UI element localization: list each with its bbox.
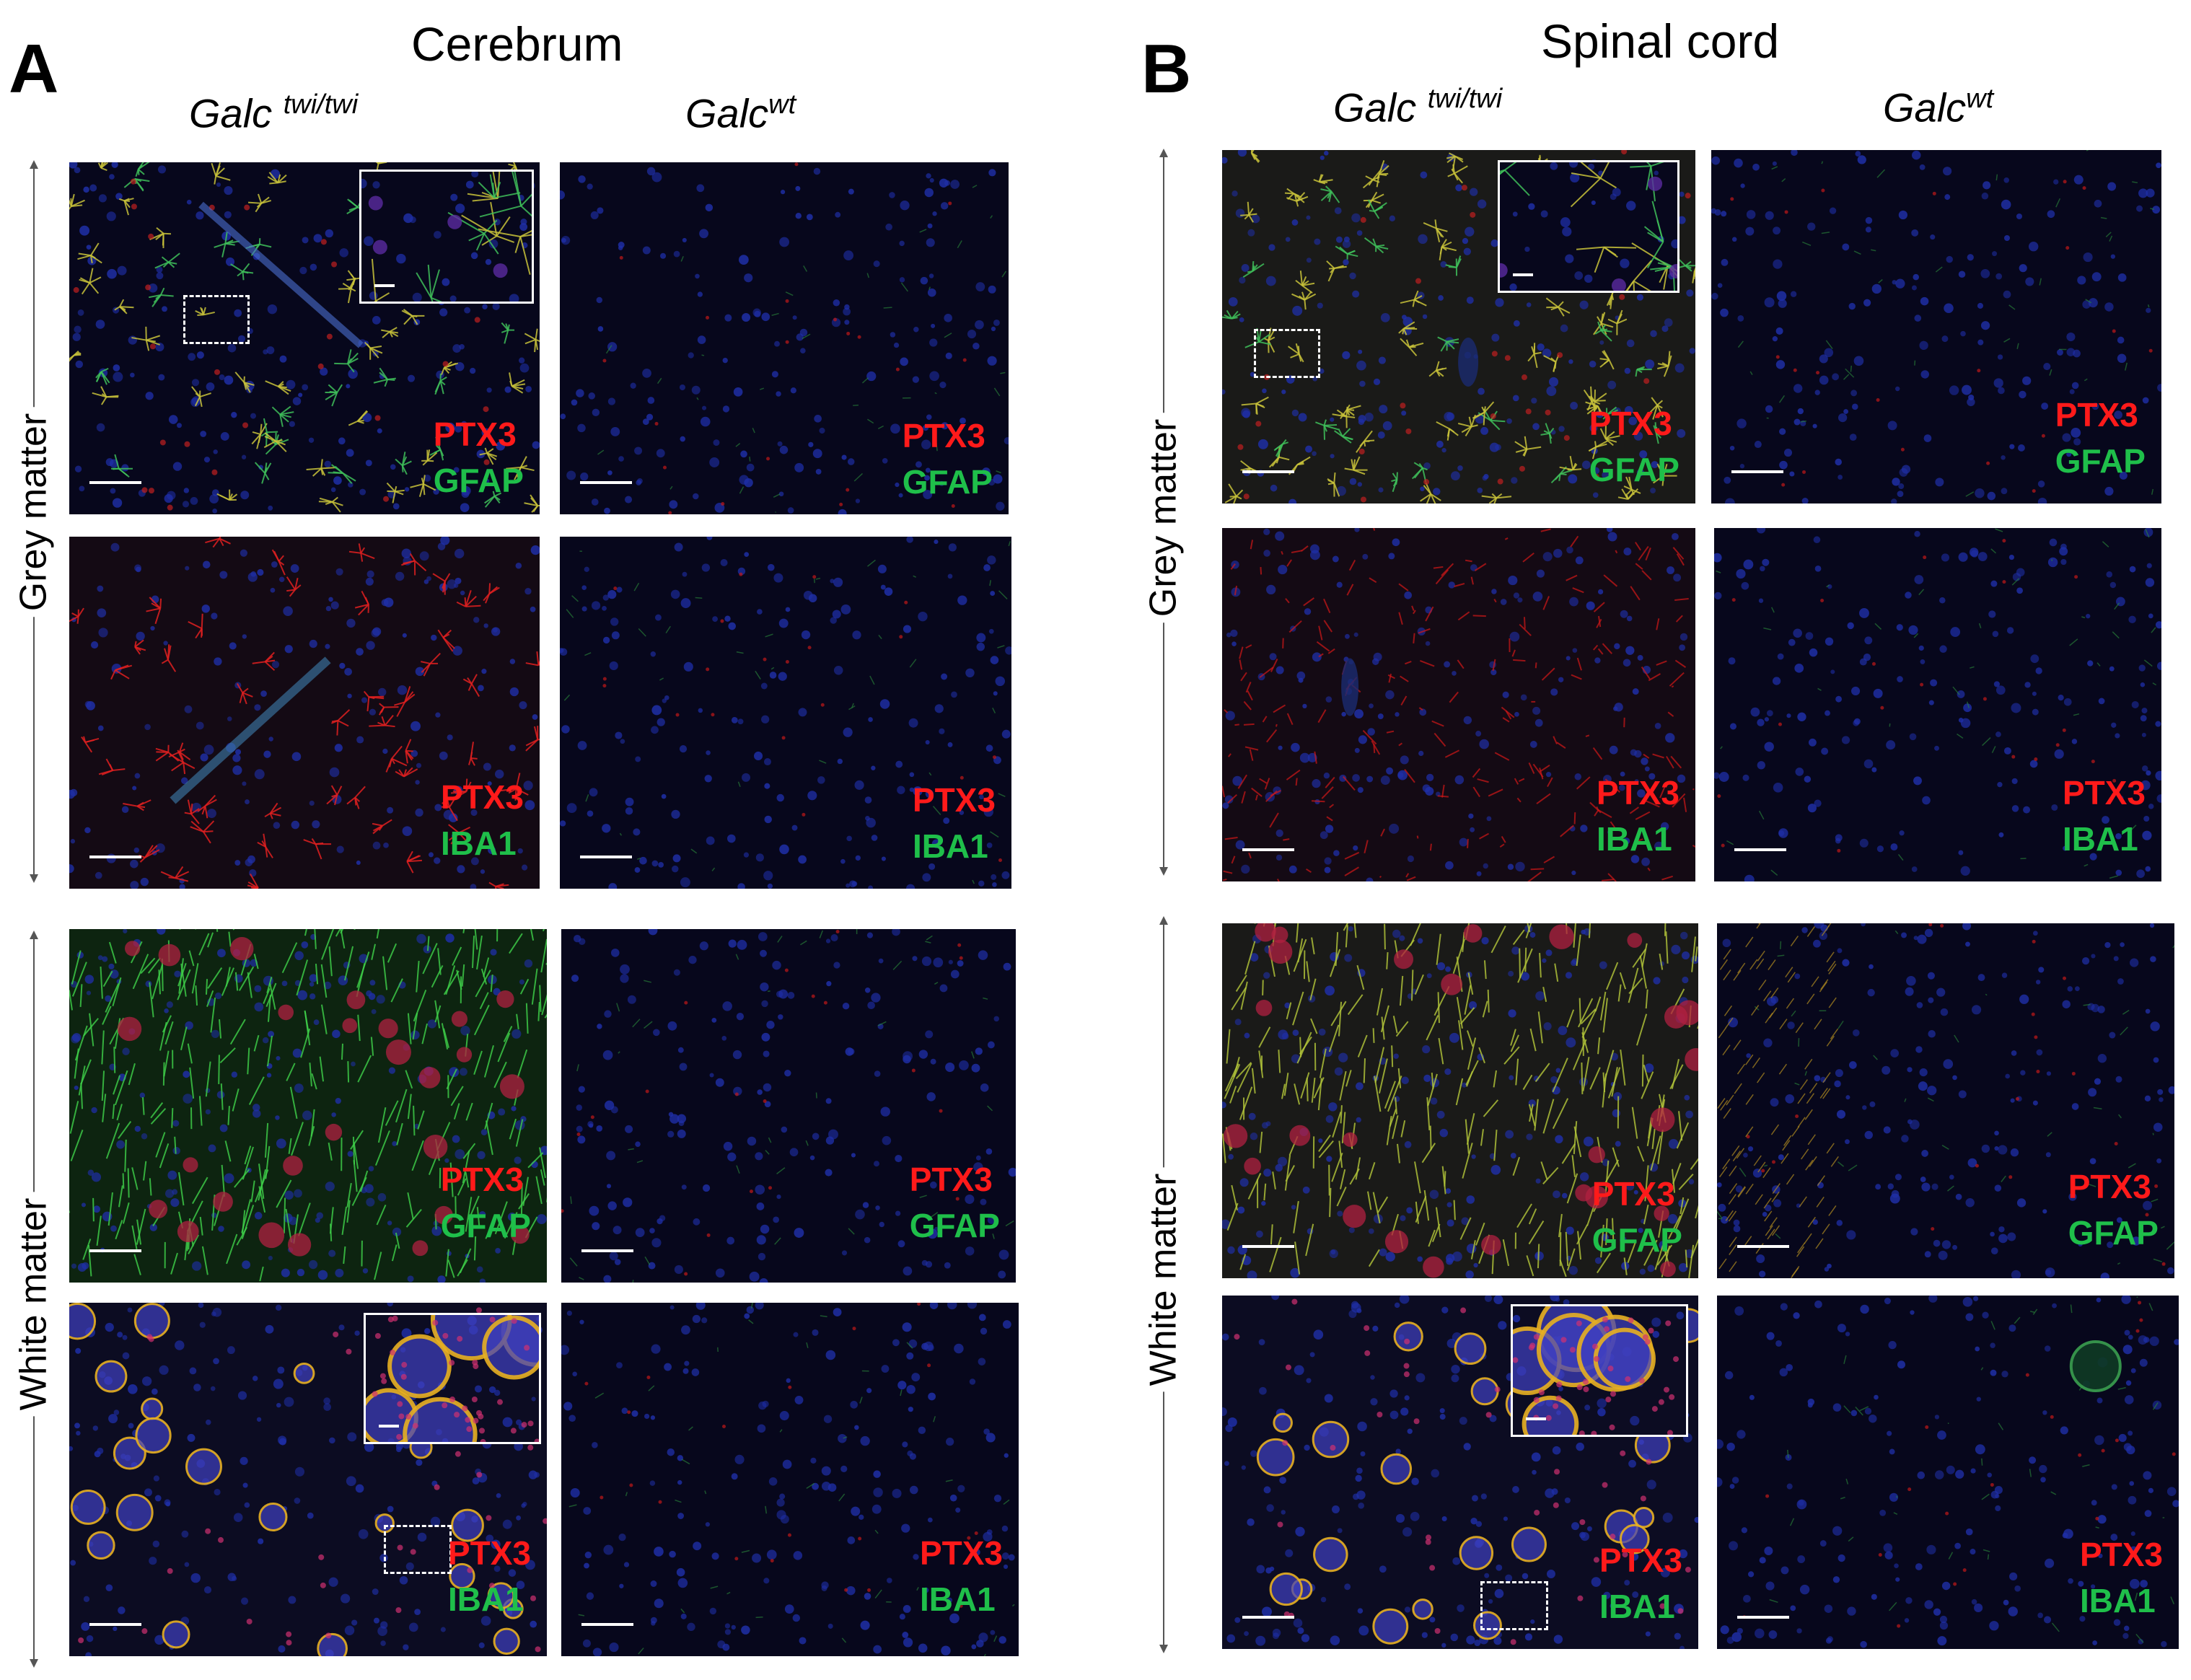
bracket-arrow-top — [1159, 916, 1168, 925]
micrograph-a-white-wildtype-gfap: PTX3 GFAP — [561, 929, 1016, 1283]
inset-zoom — [1511, 1304, 1688, 1437]
scale-bar — [580, 856, 632, 858]
micrograph-a-grey-mutant-gfap: PTX3 GFAP — [69, 162, 540, 514]
panel-title-cerebrum: Cerebrum — [411, 17, 623, 71]
scale-bar — [89, 1249, 141, 1252]
inset-zoom — [364, 1313, 541, 1444]
stain-legend: PTX3 GFAP — [433, 415, 524, 499]
micrograph-a-white-wildtype-iba1: PTX3 IBA1 — [561, 1303, 1019, 1656]
stain-legend: PTX3 GFAP — [909, 1161, 1000, 1244]
stain-legend: PTX3 IBA1 — [440, 778, 524, 862]
zoom-region-box — [183, 295, 250, 344]
micrograph-b-grey-mutant-gfap: PTX3 GFAP — [1222, 150, 1695, 503]
stain-legend: PTX3 IBA1 — [1596, 774, 1680, 858]
zoom-region-box — [1254, 329, 1320, 378]
stain-legend: PTX3 GFAP — [1589, 405, 1680, 488]
genotype-label-b-wildtype: Galcwt — [1883, 84, 1994, 131]
bracket-arrow-bottom — [30, 1659, 38, 1668]
stain-legend: PTX3 IBA1 — [912, 781, 996, 865]
panel-title-spinal-cord: Spinal cord — [1541, 14, 1780, 68]
micrograph-a-white-mutant-gfap: PTX3 GFAP — [69, 929, 547, 1283]
panel-letter-b: B — [1141, 30, 1192, 107]
scale-bar — [580, 481, 632, 484]
scale-bar — [1242, 848, 1294, 851]
stain-legend: PTX3 IBA1 — [919, 1534, 1003, 1618]
micrograph-a-grey-wildtype-iba1: PTX3 IBA1 — [560, 537, 1011, 889]
micrograph-b-grey-wildtype-iba1: PTX3 IBA1 — [1714, 528, 2161, 881]
zoom-region-box — [384, 1525, 452, 1574]
micrograph-a-white-mutant-iba1: PTX3 IBA1 — [69, 1303, 547, 1656]
micrograph-b-grey-mutant-iba1: PTX3 IBA1 — [1222, 528, 1695, 881]
micrograph-b-white-mutant-gfap: PTX3 GFAP — [1222, 923, 1698, 1278]
scale-bar — [1731, 470, 1783, 473]
micrograph-b-grey-wildtype-gfap: PTX3 GFAP — [1711, 150, 2161, 503]
bracket-arrow-top — [30, 931, 38, 939]
scale-bar — [1734, 848, 1786, 851]
side-label-white-matter-b: White matter — [1142, 1167, 1184, 1392]
side-label-grey-matter-a: Grey matter — [12, 407, 54, 617]
stain-legend: PTX3 GFAP — [902, 417, 993, 501]
bracket-arrow-top — [30, 160, 38, 169]
scale-bar — [1737, 1245, 1789, 1248]
stain-legend: PTX3 IBA1 — [2062, 774, 2146, 858]
stain-legend: PTX3 GFAP — [1591, 1175, 1682, 1259]
stain-legend: PTX3 GFAP — [2055, 396, 2146, 480]
stain-legend: PTX3 IBA1 — [1599, 1542, 1682, 1625]
inset-zoom — [1498, 160, 1680, 293]
stain-legend: PTX3 GFAP — [440, 1161, 531, 1244]
scale-bar — [1242, 470, 1294, 473]
inset-scale-bar — [1513, 273, 1533, 276]
side-label-grey-matter-b: Grey matter — [1142, 413, 1184, 623]
scale-bar — [1737, 1616, 1789, 1619]
scale-bar — [89, 856, 141, 858]
micrograph-a-grey-mutant-iba1: PTX3 IBA1 — [69, 537, 540, 889]
bracket-arrow-top — [1159, 149, 1168, 157]
bracket-arrow-bottom — [30, 874, 38, 883]
stain-legend: PTX3 IBA1 — [447, 1534, 531, 1618]
zoom-region-box — [1480, 1581, 1548, 1630]
inset-zoom — [359, 170, 534, 304]
scale-bar — [1242, 1616, 1294, 1619]
scale-bar — [89, 481, 141, 484]
inset-scale-bar — [374, 284, 395, 287]
bracket-arrow-bottom — [1159, 1645, 1168, 1653]
inset-scale-bar — [1526, 1417, 1546, 1420]
micrograph-b-white-wildtype-gfap: PTX3 GFAP — [1717, 923, 2174, 1278]
genotype-label-a-mutant: Galc twi/twi — [189, 89, 359, 136]
bracket-arrow-bottom — [1159, 867, 1168, 876]
panel-letter-a: A — [9, 30, 59, 107]
micrograph-a-grey-wildtype-gfap: PTX3 GFAP — [560, 162, 1009, 514]
scale-bar — [89, 1623, 141, 1626]
genotype-label-a-wildtype: Galcwt — [685, 89, 796, 136]
genotype-label-b-mutant: Galc twi/twi — [1333, 84, 1503, 131]
scale-bar — [1242, 1245, 1294, 1248]
stain-legend: PTX3 GFAP — [2068, 1168, 2159, 1252]
micrograph-b-white-mutant-iba1: PTX3 IBA1 — [1222, 1296, 1698, 1649]
scale-bar — [581, 1623, 633, 1626]
stain-legend: PTX3 IBA1 — [2079, 1536, 2163, 1619]
micrograph-b-white-wildtype-iba1: PTX3 IBA1 — [1717, 1296, 2179, 1649]
side-label-white-matter-a: White matter — [12, 1192, 54, 1417]
scale-bar — [581, 1249, 633, 1252]
inset-scale-bar — [379, 1425, 399, 1428]
